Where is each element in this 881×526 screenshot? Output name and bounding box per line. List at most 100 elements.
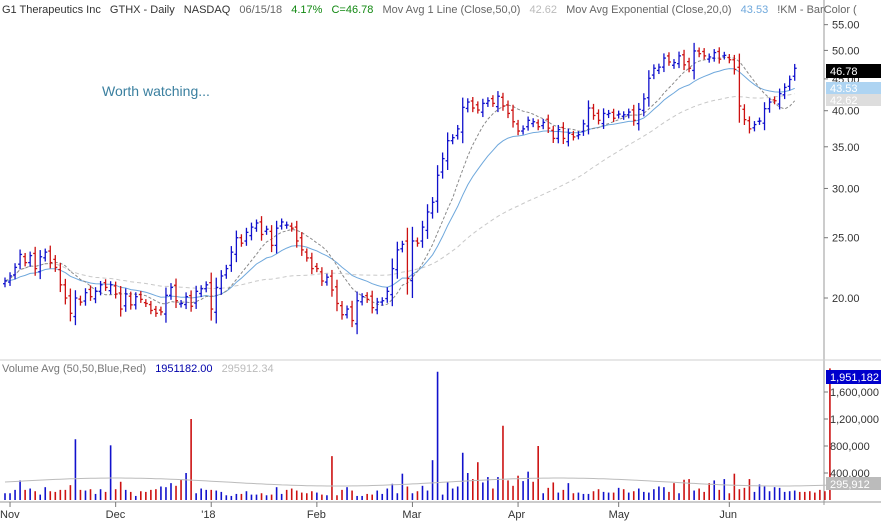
price-bar <box>264 225 269 235</box>
price-bar <box>410 226 415 299</box>
price-bar <box>395 241 400 279</box>
price-bar <box>113 281 118 299</box>
price-bar <box>33 246 38 276</box>
price-bar <box>380 297 385 306</box>
price-tick-label: 30.00 <box>832 183 860 195</box>
volume-bars <box>4 368 831 500</box>
price-bar <box>521 125 526 135</box>
price-bar <box>93 287 98 304</box>
price-bar <box>289 222 294 232</box>
price-bar <box>430 197 435 219</box>
price-bar <box>737 53 742 123</box>
price-bar <box>229 246 234 272</box>
price-bar <box>309 252 314 275</box>
price-bar <box>641 93 646 117</box>
price-tick-label: 20.00 <box>832 293 860 305</box>
month-label: Apr <box>508 509 525 521</box>
price-bar <box>23 252 28 267</box>
price-bar <box>324 273 329 286</box>
price-bar <box>586 100 591 135</box>
price-bar <box>485 97 490 107</box>
price-bar <box>360 293 365 306</box>
price-bar <box>601 108 606 129</box>
price-bar <box>48 245 53 269</box>
price-bar <box>606 109 611 119</box>
change-percent: 4.17% <box>291 4 322 16</box>
price-bar <box>762 102 767 131</box>
price-bar <box>646 70 651 107</box>
svg-text:G1 Therapeutics Inc GTHX: G1 Therapeutics Inc GTHX - Daily NASDAQ … <box>2 4 857 16</box>
price-bar <box>405 227 410 295</box>
price-bar <box>103 279 108 291</box>
price-bar <box>742 104 747 126</box>
price-bar <box>707 53 712 63</box>
last-volume-tag: 1,951,182 <box>826 370 881 384</box>
price-bar <box>249 222 254 241</box>
price-bar <box>516 119 521 136</box>
price-bar <box>73 290 78 326</box>
price-bar <box>370 290 375 314</box>
sma-tag: 42.62 <box>826 94 881 107</box>
price-bar <box>28 251 33 267</box>
price-bar <box>596 109 601 125</box>
price-bar <box>83 288 88 306</box>
price-bar <box>576 131 581 140</box>
price-bar <box>194 285 199 309</box>
price-bar <box>259 216 264 241</box>
price-bar <box>345 305 350 319</box>
price-bar <box>621 111 626 120</box>
ma-line-value: 42.62 <box>530 4 558 16</box>
chart-symbol: GTHX <box>110 4 141 16</box>
price-bar <box>752 121 757 132</box>
price-bar <box>214 277 219 324</box>
price-bar <box>777 88 782 110</box>
price-bar <box>148 300 153 315</box>
price-bar <box>239 234 244 247</box>
price-bar <box>8 272 13 286</box>
price-bar <box>143 299 148 308</box>
price-bar <box>792 63 797 81</box>
price-bar <box>717 47 722 64</box>
price-bar <box>460 97 465 144</box>
volume-tick-label: 1,200,000 <box>830 414 879 426</box>
chart-title: G1 Therapeutics Inc <box>2 4 101 16</box>
avg-volume-tag: 295,912 <box>826 477 881 491</box>
month-label: Mar <box>402 509 421 521</box>
price-bar <box>536 119 541 131</box>
price-bar <box>445 132 450 171</box>
price-bar <box>168 283 173 300</box>
price-bar <box>153 305 158 317</box>
price-bar <box>616 110 621 119</box>
volume-legend-value: 1951182.00 <box>155 363 212 375</box>
price-bar <box>123 288 128 312</box>
price-bar <box>400 240 405 253</box>
price-bar <box>767 98 772 113</box>
price-bar <box>435 165 440 213</box>
price-bar <box>450 134 455 145</box>
price-bar <box>692 42 697 80</box>
last-price-tag: 46.78 <box>826 64 881 78</box>
price-bar <box>787 75 792 91</box>
price-bar <box>340 300 345 320</box>
price-bar <box>158 306 163 316</box>
price-bar <box>43 248 48 262</box>
price-bar <box>98 280 103 296</box>
svg-text:Volume Avg (50,50,Blue,Red): Volume Avg (50,50,Blue,Red) 1951182.00 2… <box>2 363 274 375</box>
barcolor-label: !KM - BarColor ( <box>777 4 857 16</box>
price-bar <box>677 51 682 69</box>
ma-line-label: Mov Avg 1 Line (Close,50,0) <box>382 4 520 16</box>
price-bar <box>68 288 73 322</box>
price-bar <box>304 248 309 262</box>
price-bar <box>219 270 224 295</box>
price-tick-label: 50.00 <box>832 45 860 57</box>
price-bar <box>299 232 304 256</box>
price-bar <box>174 278 179 309</box>
price-bar <box>571 130 576 141</box>
price-bar <box>78 295 83 306</box>
price-bar <box>666 52 671 66</box>
price-bar <box>687 57 692 73</box>
price-bar <box>284 221 289 229</box>
price-bar <box>38 250 43 280</box>
sma-tag-text: 42.62 <box>830 95 858 107</box>
